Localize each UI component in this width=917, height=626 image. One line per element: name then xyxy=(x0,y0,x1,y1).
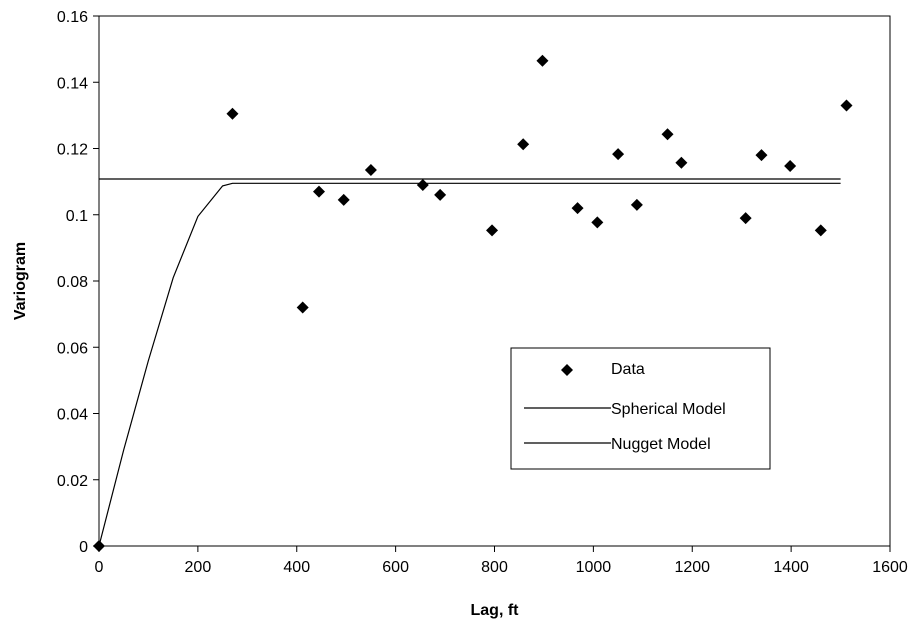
x-tick-label: 200 xyxy=(185,559,212,576)
data-point xyxy=(93,540,105,552)
data-point xyxy=(661,128,674,141)
legend-label: Data xyxy=(611,361,645,378)
data-point xyxy=(226,107,239,120)
y-tick-label: 0.08 xyxy=(57,274,88,291)
y-axis-title: Variogram xyxy=(12,242,29,320)
legend: Data Spherical Model Nugget Model xyxy=(510,347,771,470)
x-axis-ticks: 0 200 400 600 800 1000 1200 1400 1600 xyxy=(95,546,908,576)
data-point xyxy=(840,99,853,112)
data-point xyxy=(536,54,549,67)
legend-item: Data xyxy=(561,361,645,378)
x-tick-label: 1200 xyxy=(674,559,710,576)
data-point xyxy=(416,178,429,191)
legend-marker-swatch xyxy=(561,364,573,376)
x-tick-label: 600 xyxy=(382,559,409,576)
legend-item: Spherical Model xyxy=(524,401,726,418)
data-point xyxy=(755,149,768,162)
y-tick-label: 0.06 xyxy=(57,340,88,357)
y-tick-label: 0.14 xyxy=(57,75,88,92)
data-point xyxy=(739,212,752,225)
data-point xyxy=(337,193,350,206)
data-point xyxy=(612,148,625,161)
x-tick-label: 0 xyxy=(95,559,104,576)
plot-frame xyxy=(98,15,891,547)
data-point xyxy=(517,138,530,151)
legend-item: Nugget Model xyxy=(524,436,711,453)
y-tick-label: 0.02 xyxy=(57,473,88,490)
data-point xyxy=(486,224,499,237)
data-point xyxy=(296,301,309,314)
x-tick-label: 800 xyxy=(481,559,508,576)
y-tick-label: 0.16 xyxy=(57,9,88,26)
data-point xyxy=(675,156,688,169)
data-point xyxy=(571,202,584,215)
data-point xyxy=(814,224,827,237)
legend-label: Nugget Model xyxy=(611,436,711,453)
y-tick-label: 0.12 xyxy=(57,142,88,159)
y-tick-label: 0 xyxy=(79,539,88,556)
data-points xyxy=(93,54,853,552)
x-tick-label: 400 xyxy=(283,559,310,576)
model-lines xyxy=(98,178,841,547)
data-point xyxy=(784,160,797,173)
plot-area xyxy=(98,15,891,547)
x-tick-label: 1000 xyxy=(576,559,612,576)
data-point xyxy=(312,185,325,198)
data-point xyxy=(364,164,377,177)
x-tick-label: 1400 xyxy=(773,559,809,576)
data-point xyxy=(434,188,447,201)
x-tick-label: 1600 xyxy=(872,559,908,576)
y-tick-label: 0.04 xyxy=(57,407,88,424)
x-axis-title: Lag, ft xyxy=(471,602,520,619)
legend-label: Spherical Model xyxy=(611,401,726,418)
y-tick-label: 0.1 xyxy=(66,208,88,225)
series-line-1 xyxy=(98,182,841,547)
data-point xyxy=(591,216,604,229)
data-point xyxy=(630,198,643,211)
y-axis-ticks: 0 0.02 0.04 0.06 0.08 0.1 0.12 0.14 0.16 xyxy=(57,9,99,556)
